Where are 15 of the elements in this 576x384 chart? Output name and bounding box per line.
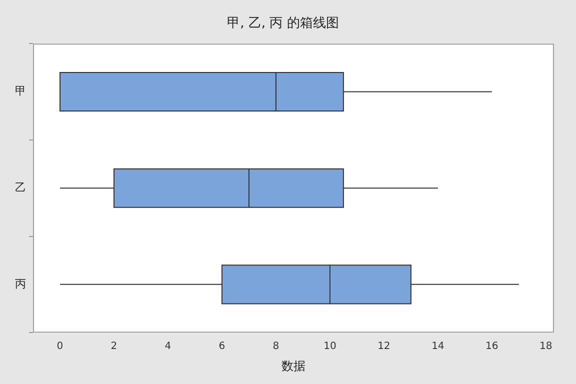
x-tick-label: 4 — [164, 341, 172, 352]
y-tick-label: 乙 — [15, 180, 26, 194]
x-tick-label: 12 — [378, 341, 390, 352]
x-tick-label: 8 — [272, 341, 280, 352]
y-tick-label: 甲 — [15, 84, 26, 98]
x-tick-label: 14 — [432, 341, 444, 352]
x-tick-label: 0 — [56, 341, 64, 352]
x-tick-label: 10 — [324, 341, 336, 352]
x-tick-label: 2 — [110, 341, 118, 352]
y-tick-label: 丙 — [15, 277, 26, 290]
x-tick-label: 16 — [486, 341, 498, 352]
x-tick-label: 6 — [218, 341, 226, 352]
x-tick-label: 18 — [540, 341, 552, 352]
chart-title: 甲, 乙, 丙 的箱线图 — [227, 16, 339, 32]
x-axis-title: 数据 — [282, 358, 306, 373]
